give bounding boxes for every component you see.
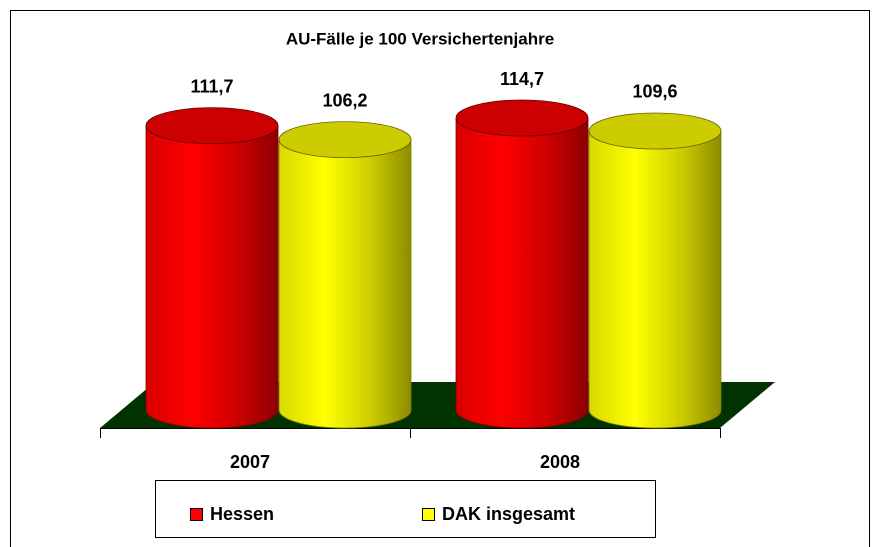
value-label: 114,7 [500, 69, 544, 89]
cylinder-body [278, 139, 412, 429]
legend-label: DAK insgesamt [442, 504, 575, 524]
cylinder-body [145, 125, 279, 429]
chart-frame [10, 10, 870, 547]
cylinder-body [588, 130, 722, 429]
legend-box [155, 480, 656, 538]
value-label: 106,2 [322, 90, 367, 110]
x-tick-label: 2008 [540, 452, 580, 472]
cylinder-body [455, 117, 589, 429]
legend-swatch [190, 508, 203, 521]
value-label: 111,7 [190, 76, 233, 96]
value-label: 109,6 [632, 82, 677, 102]
chart-title: AU-Fälle je 100 Versichertenjahre [286, 29, 554, 48]
cylinder-top [278, 121, 412, 159]
cylinder-top [455, 99, 589, 137]
legend-swatch [422, 508, 435, 521]
x-tick-label: 2007 [230, 452, 270, 472]
legend-label: Hessen [210, 504, 274, 524]
cylinder-top [145, 107, 279, 145]
cylinder-top [588, 112, 722, 150]
